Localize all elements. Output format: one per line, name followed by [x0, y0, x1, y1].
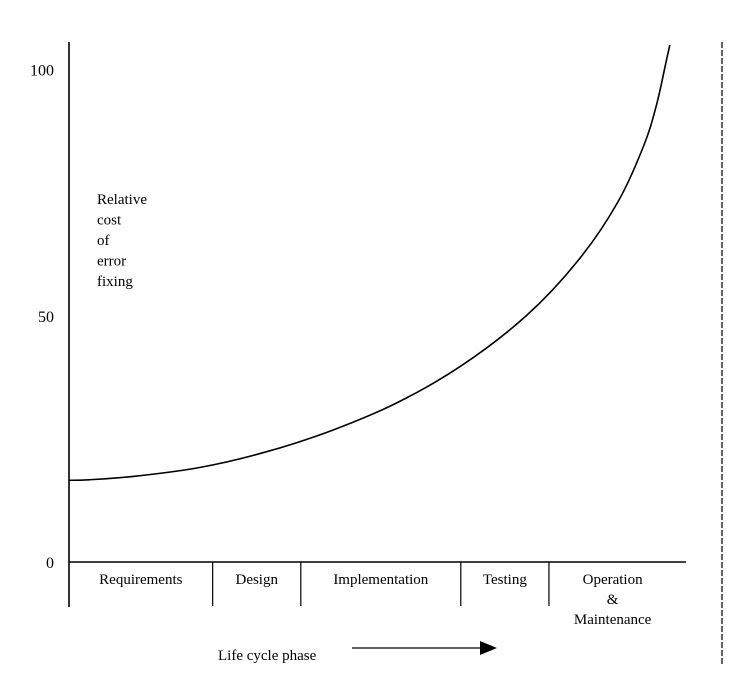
y-axis-title: Relative cost of error fixing: [97, 192, 147, 290]
x-axis-title: Life cycle phase: [218, 648, 317, 664]
y-tick-label: 0: [46, 555, 54, 572]
x-axis-title-group: Life cycle phase: [218, 641, 497, 664]
category-label: &: [607, 592, 619, 608]
y-axis-title-line: of: [97, 233, 110, 249]
category-label: Requirements: [99, 572, 182, 588]
y-axis: 0 50 100: [30, 42, 70, 607]
y-tick-label: 100: [30, 63, 54, 80]
category-label: Operation: [583, 572, 643, 588]
y-tick-label: 50: [38, 309, 54, 326]
category-label: Design: [235, 572, 278, 588]
y-axis-title-line: cost: [97, 213, 122, 229]
y-tick-labels: 0 50 100: [30, 63, 54, 572]
x-axis: Requirements Design Implementation Testing O…: [69, 561, 686, 628]
y-axis-title-line: fixing: [97, 274, 133, 290]
arrow-head-icon: [480, 641, 497, 655]
category-label: Maintenance: [574, 612, 652, 628]
series-group: [68, 44, 671, 482]
category-separators: [212, 562, 550, 606]
category-label: Implementation: [333, 572, 428, 588]
category-labels: Requirements Design Implementation Testing O…: [99, 572, 652, 628]
series-line: [68, 44, 671, 482]
y-axis-title-line: error: [97, 254, 126, 270]
category-label: Testing: [483, 572, 527, 588]
y-axis-title-line: Relative: [97, 192, 147, 208]
